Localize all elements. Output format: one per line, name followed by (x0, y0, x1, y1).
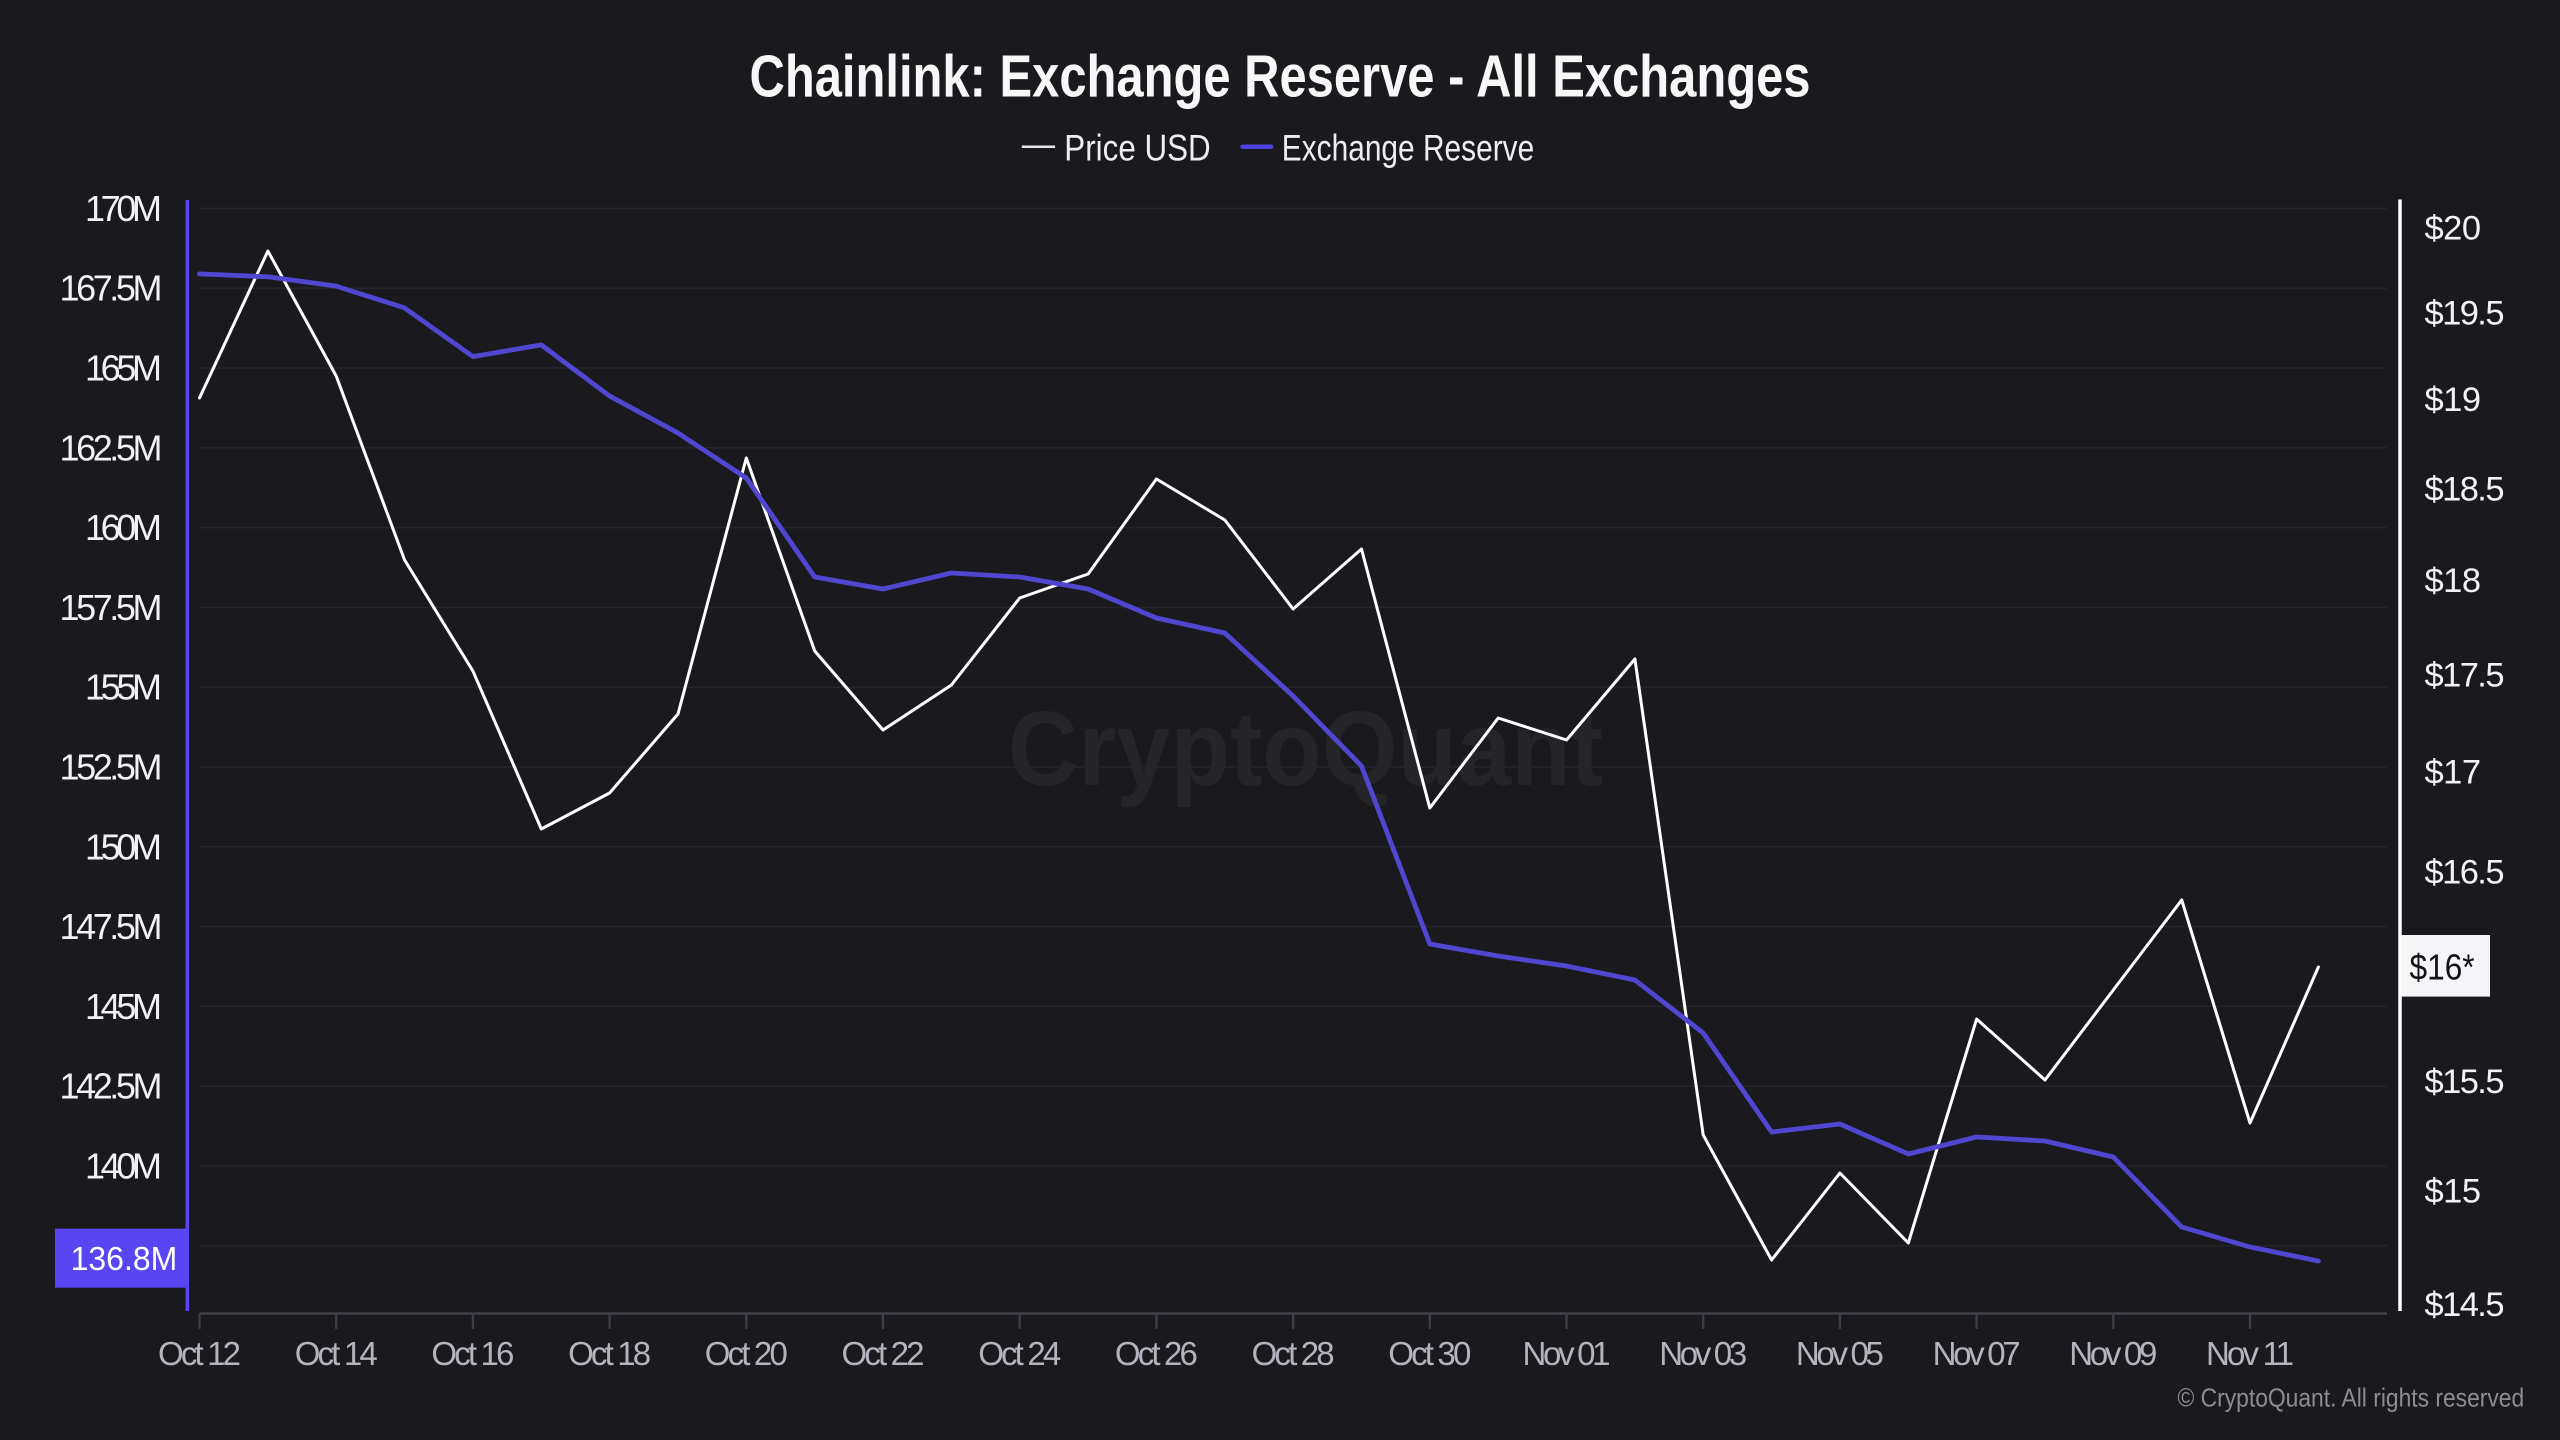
svg-text:157.5M: 157.5M (60, 587, 163, 628)
svg-text:$20: $20 (2425, 210, 2482, 248)
svg-text:147.5M: 147.5M (60, 906, 163, 947)
svg-text:167.5M: 167.5M (60, 268, 163, 309)
svg-text:162.5M: 162.5M (60, 427, 163, 468)
svg-text:Oct 26: Oct 26 (1115, 1335, 1198, 1372)
svg-text:Oct 14: Oct 14 (295, 1335, 378, 1372)
svg-text:$18: $18 (2425, 562, 2482, 600)
svg-text:$14.5: $14.5 (2425, 1286, 2505, 1324)
svg-text:© CryptoQuant. All rights rese: © CryptoQuant. All rights reserved (2178, 1383, 2525, 1413)
svg-text:$16.5: $16.5 (2425, 854, 2505, 892)
svg-text:Chainlink: Exchange Reserve -: Chainlink: Exchange Reserve - All Exchan… (750, 44, 1811, 110)
svg-text:Oct 24: Oct 24 (978, 1335, 1061, 1372)
svg-text:$19.5: $19.5 (2425, 294, 2505, 332)
svg-text:Nov 11: Nov 11 (2206, 1335, 2294, 1372)
svg-text:Price USD: Price USD (1064, 127, 1210, 169)
svg-text:Oct 18: Oct 18 (568, 1335, 651, 1372)
svg-text:Nov 03: Nov 03 (1659, 1335, 1747, 1372)
svg-text:155M: 155M (85, 667, 162, 708)
svg-text:Oct 30: Oct 30 (1388, 1335, 1471, 1372)
svg-text:Oct 22: Oct 22 (842, 1335, 925, 1372)
svg-text:Oct 28: Oct 28 (1252, 1335, 1335, 1372)
svg-text:170M: 170M (85, 188, 162, 229)
svg-text:136.8M: 136.8M (71, 1240, 178, 1277)
svg-text:152.5M: 152.5M (60, 747, 163, 788)
svg-text:$18.5: $18.5 (2425, 471, 2505, 509)
svg-text:$17: $17 (2425, 754, 2482, 792)
svg-text:$15: $15 (2425, 1173, 2482, 1211)
svg-text:150M: 150M (85, 826, 162, 867)
svg-text:Oct 12: Oct 12 (158, 1335, 241, 1372)
svg-text:160M: 160M (85, 507, 162, 548)
svg-text:$16*: $16* (2410, 947, 2475, 988)
svg-text:Oct 20: Oct 20 (705, 1335, 788, 1372)
svg-text:142.5M: 142.5M (60, 1066, 163, 1107)
svg-text:$19: $19 (2425, 381, 2482, 419)
svg-text:140M: 140M (85, 1146, 162, 1187)
svg-text:Nov 05: Nov 05 (1796, 1335, 1884, 1372)
svg-text:Oct 16: Oct 16 (431, 1335, 514, 1372)
svg-text:165M: 165M (85, 348, 162, 389)
svg-text:Nov 09: Nov 09 (2069, 1335, 2157, 1372)
svg-text:145M: 145M (85, 986, 162, 1027)
svg-text:$15.5: $15.5 (2425, 1063, 2505, 1101)
svg-text:Nov 07: Nov 07 (1933, 1335, 2021, 1372)
svg-text:Nov 01: Nov 01 (1523, 1335, 1611, 1372)
svg-text:$17.5: $17.5 (2425, 657, 2505, 695)
svg-text:Exchange Reserve: Exchange Reserve (1282, 127, 1534, 169)
